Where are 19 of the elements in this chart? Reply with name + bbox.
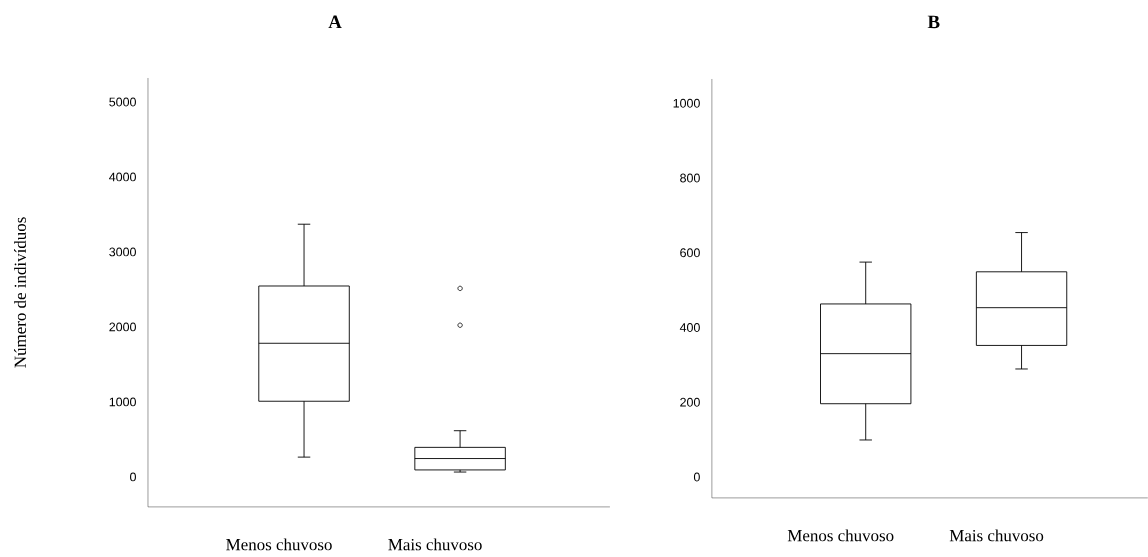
x-tick-label: Menos chuvoso [787,529,894,542]
y-axis-title: Número de indivíduos [14,217,27,368]
y-tick-label: 600 [680,248,700,258]
y-tick-label: 200 [680,397,700,407]
y-tick-label: 3000 [109,247,136,257]
y-tick-label: 1000 [109,397,136,407]
chart-title: B [927,15,940,29]
y-tick-label: 400 [679,323,700,332]
y-tick-label: 0 [693,472,700,482]
y-tick-label: 2000 [109,322,136,332]
y-tick-label: 0 [130,472,136,482]
chart-title: A [328,15,342,29]
y-tick-label: 4000 [109,172,136,182]
x-tick-label: Mais chuvoso [388,538,482,551]
y-tick-label: 5000 [109,97,136,107]
x-tick-label: Menos chuvoso [226,538,332,551]
y-tick-label: 800 [680,173,700,183]
y-tick-label: 1000 [673,98,700,108]
x-tick-label: Mais chuvoso [949,529,1044,542]
